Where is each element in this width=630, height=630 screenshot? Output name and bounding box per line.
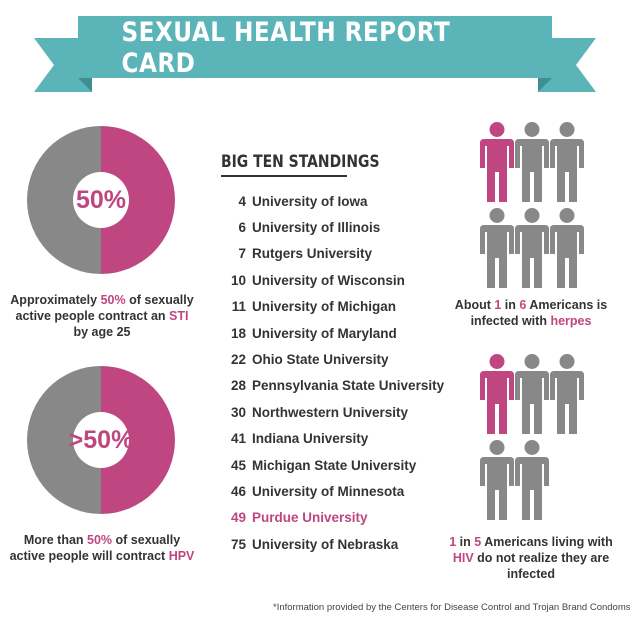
standings-school-name: University of Wisconsin [252,272,405,288]
standings-rank: 6 [238,220,246,236]
standings-row: 22 Ohio State University [220,346,444,372]
standings-row: 7 Rutgers University [220,241,444,267]
standings-rank: 49 [230,510,246,526]
person-icon [550,122,584,202]
hpv-donut-magenta-half [101,366,175,514]
hpv-donut-gray-half [27,366,101,514]
standings-rank: 11 [231,299,246,315]
standings-rank: 4 [238,193,246,209]
herpes-stat-text: About 1 in 6 Americans is infected with … [454,298,608,328]
sti-donut-magenta-half [101,126,175,274]
standings-row: 46 University of Minnesota [220,478,444,504]
person-icon [480,208,514,288]
standings-rank: 28 [230,378,246,394]
standings-rank: 7 [238,246,246,262]
standings-row: 28 Pennsylvania State University [220,373,444,399]
standings-school-name: University of Illinois [252,220,381,236]
standings-school-name: Indiana University [252,431,369,447]
standings-rank: 75 [230,536,246,552]
standings-school-name: University of Michigan [252,299,397,315]
hpv-caption: More than 50% of sexually active people … [9,533,195,563]
banner-ribbon [34,16,596,92]
standings-list: 4 University of Iowa 6 University of Illino… [220,188,444,557]
standings-row: 45 Michigan State University [220,452,444,478]
standings-school-name: University of Iowa [252,193,368,209]
person-icon-highlighted [480,354,514,434]
standings-school-name: University of Maryland [252,325,397,341]
standings-school-name: Purdue University [252,510,368,526]
sti-percent-label: 50% [75,185,127,214]
sti-donut-chart: 50% [27,126,175,274]
standings-title: BIG TEN STANDINGS [221,152,380,172]
person-icon [480,440,514,520]
person-icon [515,122,549,202]
standings-row: 6 University of Illinois [220,214,444,240]
standings-rank: 41 [230,431,246,447]
standings-rank: 30 [230,404,246,420]
standings-rank: 46 [230,483,246,499]
standings-school-name: Pennsylvania State University [252,378,445,394]
standings-rank: 10 [230,272,246,288]
standings-rank: 18 [230,325,246,341]
standings-row: 49 Purdue University [220,505,444,531]
hpv-percent-label: >50% [68,425,134,454]
sti-donut-gray-half [27,126,101,274]
standings-rank: 22 [230,352,246,368]
standings-school-name: University of Minnesota [252,483,405,499]
standings-row: 4 University of Iowa [220,188,444,214]
hiv-stat-text: 1 in 5 Americans living with HIV do not … [449,535,613,581]
person-icon [515,354,549,434]
standings-rank: 45 [230,457,246,473]
person-icon [515,440,549,520]
standings-title-underline [221,175,347,177]
person-icon [550,354,584,434]
person-icon-highlighted [480,122,514,202]
title-banner: SEXUAL HEALTH REPORT CARD [0,0,630,100]
standings-school-name: University of Nebraska [252,536,399,552]
standings-row: 41 Indiana University [220,426,444,452]
hpv-donut-chart: >50% [27,366,175,514]
standings-school-name: Ohio State University [252,352,389,368]
person-icon [515,208,549,288]
standings-row: 10 University of Wisconsin [220,267,444,293]
sti-caption: Approximately 50% of sexually active peo… [10,293,194,339]
standings-school-name: Northwestern University [252,404,409,420]
standings-row: 11 University of Michigan [220,294,444,320]
source-footnote: *Information provided by the Centers for… [273,602,630,613]
standings-row: 75 University of Nebraska [220,531,444,557]
person-icon [550,208,584,288]
banner-title: SEXUAL HEALTH REPORT CARD [121,17,451,79]
standings-school-name: Michigan State University [252,457,417,473]
standings-row: 18 University of Maryland [220,320,444,346]
standings-school-name: Rutgers University [252,246,373,262]
standings-row: 30 Northwestern University [220,399,444,425]
